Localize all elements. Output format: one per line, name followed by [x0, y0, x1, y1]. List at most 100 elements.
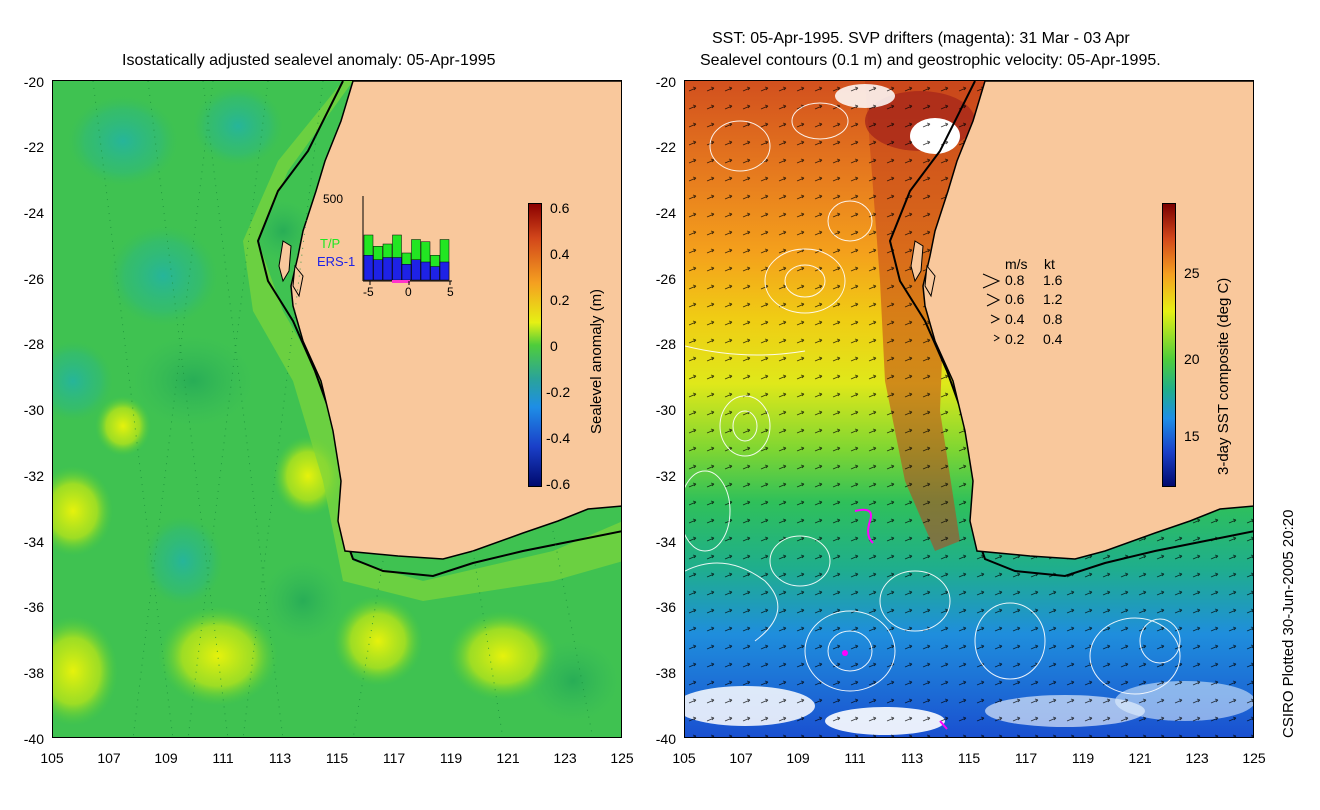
- sealevel-contour: [719, 395, 771, 457]
- x-tick-label: 119: [1071, 750, 1095, 766]
- x-tick-label: 123: [1185, 750, 1209, 766]
- sealevel-contour: [827, 630, 873, 672]
- sst-map: [684, 80, 1254, 738]
- sealevel-contour: [685, 470, 731, 552]
- sla-blob: [158, 606, 278, 706]
- y-tick-label: -32: [655, 468, 676, 484]
- sealevel-contour: [764, 248, 846, 314]
- sealevel-contour: [685, 345, 806, 356]
- y-tick-label: -36: [23, 599, 44, 615]
- sealevel-contour: [709, 120, 771, 172]
- inset-bar-ers: [382, 257, 393, 281]
- sla-blob: [108, 226, 218, 326]
- shark-bay-island: [292, 264, 304, 298]
- colorbar-tick-label: 20: [1184, 351, 1200, 367]
- y-tick-label: -32: [23, 468, 44, 484]
- y-tick-label: -28: [23, 336, 44, 352]
- inset-bar-ers: [430, 266, 440, 281]
- sla-blob: [143, 516, 223, 606]
- y-tick-label: -26: [23, 271, 44, 287]
- x-tick-label: 107: [97, 750, 121, 766]
- australia-land: [290, 81, 621, 560]
- sla-blob: [53, 341, 113, 421]
- y-tick-label: -30: [23, 402, 44, 418]
- inset-x-tick: -5: [363, 285, 374, 299]
- drifter-position: [842, 650, 848, 656]
- y-tick-label: -34: [655, 534, 676, 550]
- drifter-track: [854, 508, 874, 544]
- y-tick-label: -24: [23, 205, 44, 221]
- shark-bay-island: [278, 240, 292, 283]
- x-tick-label: 115: [325, 750, 349, 766]
- sst-colorbar-label: 3-day SST composite (deg C): [1215, 277, 1232, 475]
- velocity-legend-kt: 1.6: [1043, 272, 1063, 288]
- sealevel-contour: [879, 570, 951, 632]
- colorbar-tick-label: -0.6: [546, 476, 571, 492]
- inset-bar-ers: [373, 259, 383, 281]
- x-tick-label: 121: [496, 750, 520, 766]
- inset-bar-ers: [401, 264, 412, 281]
- colorbar-tick-label: 0.6: [550, 200, 570, 216]
- y-tick-label: -26: [655, 271, 676, 287]
- sealevel-contour: [827, 200, 873, 242]
- sealevel-contour: [784, 264, 826, 298]
- colorbar-tick-label: 0.4: [550, 246, 570, 262]
- x-tick-label: 117: [1014, 750, 1038, 766]
- x-tick-label: 111: [212, 750, 234, 766]
- shark-bay-island: [910, 240, 924, 283]
- shark-bay-island: [924, 264, 936, 298]
- velocity-legend-kt: 1.2: [1043, 291, 1063, 307]
- velocity-legend-ms: 0.8: [1005, 272, 1025, 288]
- sealevel-contour: [1139, 618, 1181, 664]
- y-tick-label: -38: [23, 665, 44, 681]
- x-tick-label: 109: [786, 750, 810, 766]
- colorbar-tick-label: -0.2: [546, 384, 571, 400]
- inset-x-tick: 5: [447, 285, 454, 299]
- sla-blob: [53, 466, 113, 556]
- x-tick-label: 117: [382, 750, 406, 766]
- sealevel-contour: [791, 102, 849, 140]
- y-tick-label: -30: [655, 402, 676, 418]
- shelf-band: [243, 81, 621, 601]
- plot-credit: CSIRO Plotted 30-Jun-2005 20:20: [1280, 509, 1297, 738]
- colorbar-tick-label: 0: [550, 338, 558, 354]
- sla-blob: [193, 86, 283, 166]
- y-tick-label: -38: [655, 665, 676, 681]
- x-tick-label: 107: [729, 750, 753, 766]
- y-tick-label: -36: [655, 599, 676, 615]
- drifter-track: [939, 720, 948, 730]
- sealevel-anomaly-map: [52, 80, 622, 738]
- velocity-legend-header-kt: kt: [1044, 256, 1055, 272]
- sealevel-contour: [804, 610, 896, 692]
- y-tick-label: -22: [23, 139, 44, 155]
- velocity-legend-header-ms: m/s: [1005, 256, 1028, 272]
- x-tick-label: 125: [1242, 750, 1266, 766]
- right-panel-title-line2: Sealevel contours (0.1 m) and geostrophi…: [700, 52, 1161, 69]
- sealevel-contour: [769, 535, 831, 587]
- velocity-legend-kt: 0.4: [1043, 331, 1063, 347]
- inset-bar-ers: [411, 259, 421, 281]
- sealevel-contour: [1089, 617, 1181, 695]
- colorbar-tick-label: 25: [1184, 265, 1200, 281]
- y-tick-label: -24: [655, 205, 676, 221]
- sealevel-contour: [732, 410, 758, 442]
- sla-blob: [95, 396, 151, 456]
- right-panel-title-line1: SST: 05-Apr-1995. SVP drifters (magenta)…: [712, 30, 1130, 47]
- left-panel-title: Isostatically adjusted sealevel anomaly:…: [122, 52, 496, 69]
- inset-y-max-label: 500: [323, 192, 344, 206]
- sealevel-contour: [685, 562, 779, 642]
- sla-blob: [53, 616, 118, 726]
- y-tick-label: -28: [655, 336, 676, 352]
- y-tick-label: -20: [23, 74, 44, 90]
- y-tick-label: -22: [655, 139, 676, 155]
- australia-land: [922, 81, 1253, 560]
- sealevel-contour: [974, 602, 1046, 680]
- sst-colorbar: [1162, 203, 1176, 487]
- colorbar-tick-label: 0.2: [550, 292, 570, 308]
- colorbar-tick-label: -0.4: [546, 430, 571, 446]
- velocity-legend-ms: 0.4: [1005, 311, 1025, 327]
- inset-bar-ers: [392, 257, 402, 281]
- x-tick-label: 121: [1128, 750, 1152, 766]
- y-tick-label: -40: [23, 731, 44, 747]
- y-tick-label: -34: [23, 534, 44, 550]
